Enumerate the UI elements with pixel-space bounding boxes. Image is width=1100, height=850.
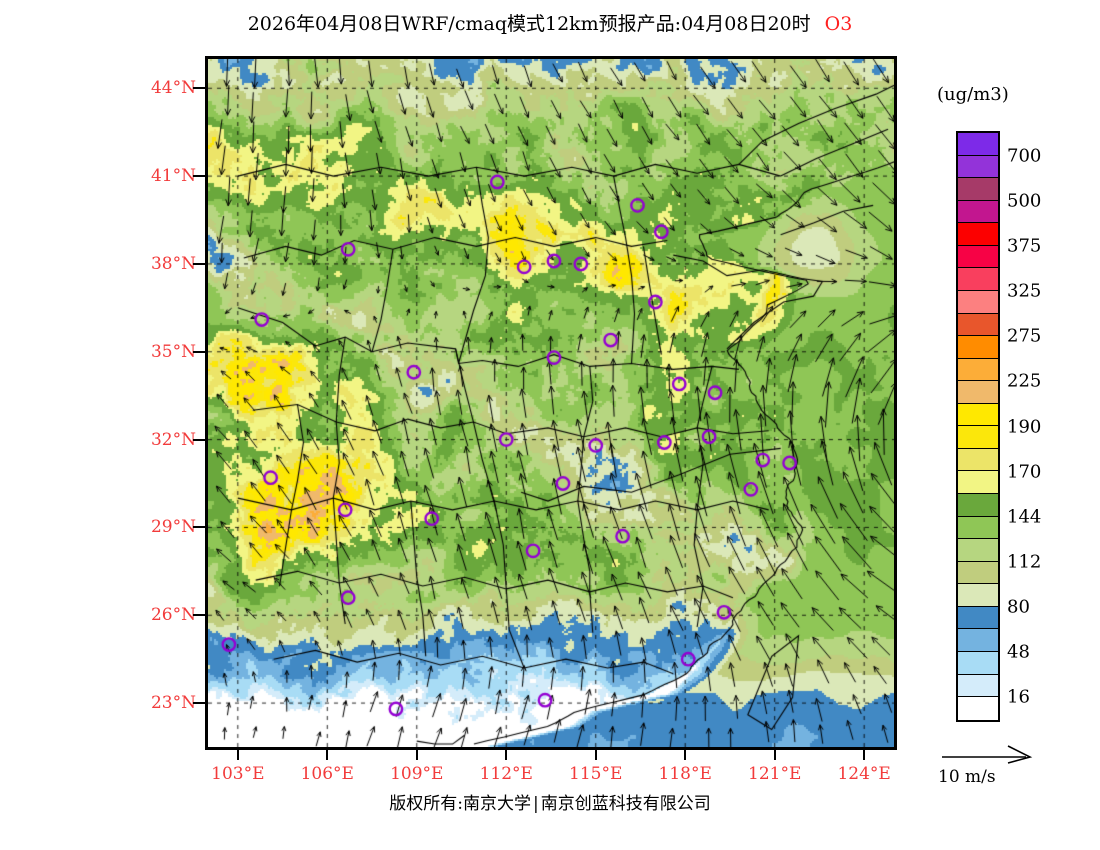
- footer-separator: |: [533, 794, 539, 814]
- lat-axis-tick: [193, 350, 205, 353]
- map-raster-field: [208, 59, 894, 747]
- colorbar-band: [958, 448, 998, 472]
- lat-axis-label: 32°N: [150, 429, 196, 450]
- lat-axis-label: 26°N: [150, 605, 196, 626]
- lat-axis-tick: [193, 438, 205, 441]
- lat-axis-label: 23°N: [150, 693, 196, 714]
- lat-axis-label: 38°N: [150, 253, 196, 274]
- colorbar-tick-label: 375: [1007, 235, 1042, 257]
- colorbar-band: [958, 606, 998, 630]
- lat-axis-tick: [193, 526, 205, 529]
- colorbar-tick-label: 112: [1007, 551, 1042, 573]
- lon-axis-tick: [505, 750, 508, 760]
- colorbar-tick-label: 144: [1007, 506, 1042, 528]
- wind-scale-reference: 10 m/s: [938, 744, 1068, 787]
- colorbar-band: [958, 358, 998, 382]
- lon-axis-tick: [415, 750, 418, 760]
- lat-axis-label: 35°N: [150, 341, 196, 362]
- lon-axis-label: 109°E: [390, 764, 444, 784]
- footer-company: 南京创蓝科技有限公司: [540, 794, 711, 814]
- colorbar-band: [958, 133, 998, 156]
- colorbar-band: [958, 178, 998, 201]
- footer-owner: 版权所有:南京大学: [389, 794, 531, 814]
- colorbar-tick-label: 700: [1007, 145, 1042, 167]
- colorbar-band: [958, 381, 998, 404]
- footer-copyright: 版权所有:南京大学 | 南京创蓝科技有限公司: [0, 789, 1100, 814]
- lat-axis-tick: [193, 702, 205, 705]
- colorbar-band: [958, 629, 998, 652]
- lat-axis-label: 29°N: [150, 517, 196, 538]
- colorbar-band: [958, 651, 998, 675]
- colorbar-tick-label: 325: [1007, 280, 1042, 302]
- lon-axis-tick: [594, 750, 597, 760]
- forecast-map[interactable]: [205, 56, 897, 750]
- lon-axis-label: 106°E: [300, 764, 354, 784]
- colorbar-band: [958, 426, 998, 449]
- wind-arrow-icon: [942, 745, 1033, 764]
- lon-axis-label: 121°E: [748, 764, 802, 784]
- wind-scale-label: 10 m/s: [938, 767, 996, 787]
- colorbar-band: [958, 403, 998, 427]
- colorbar-band: [958, 539, 998, 562]
- colorbar-band: [958, 245, 998, 269]
- lat-axis-tick: [193, 262, 205, 265]
- colorbar-band: [958, 200, 998, 224]
- lon-axis-tick: [326, 750, 329, 760]
- colorbar-tick-label: 170: [1007, 461, 1042, 483]
- colorbar-band: [958, 268, 998, 291]
- lon-axis-tick: [773, 750, 776, 760]
- lat-axis-label: 44°N: [150, 78, 196, 99]
- colorbar-band: [958, 290, 998, 314]
- lon-axis-tick: [236, 750, 239, 760]
- colorbar-band: [958, 471, 998, 494]
- colorbar-band: [958, 223, 998, 246]
- lat-axis-tick: [193, 175, 205, 178]
- colorbar-band: [958, 336, 998, 359]
- lon-axis-label: 118°E: [658, 764, 712, 784]
- colorbar-band: [958, 697, 998, 720]
- colorbar-band: [958, 516, 998, 540]
- colorbar-band: [958, 155, 998, 179]
- lon-axis-tick: [863, 750, 866, 760]
- colorbar-band: [958, 494, 998, 517]
- colorbar-tick-label: 48: [1007, 641, 1030, 663]
- colorbar-tick-label: 500: [1007, 190, 1042, 212]
- colorbar: [956, 131, 1000, 722]
- page-title: 2026年04月08日WRF/cmaq模式12km预报产品:04月08日20时 O…: [0, 9, 1100, 36]
- lon-axis-tick: [684, 750, 687, 760]
- colorbar-band: [958, 561, 998, 585]
- colorbar-tick-label: 190: [1007, 416, 1042, 437]
- colorbar-band: [958, 674, 998, 698]
- colorbar-tick-label: 16: [1007, 686, 1030, 708]
- lat-axis-tick: [193, 614, 205, 617]
- lon-axis-label: 115°E: [569, 764, 623, 784]
- lat-axis-label: 41°N: [150, 166, 196, 187]
- lon-axis-label: 103°E: [211, 764, 265, 784]
- title-text: 2026年04月08日WRF/cmaq模式12km预报产品:04月08日20时: [247, 13, 811, 35]
- colorbar-unit-label: (ug/m3): [937, 84, 1009, 105]
- lat-axis-tick: [193, 87, 205, 90]
- colorbar-tick-label: 225: [1007, 370, 1042, 392]
- title-species-label: O3: [824, 13, 853, 35]
- colorbar-band: [958, 313, 998, 337]
- colorbar-tick-label: 275: [1007, 325, 1042, 347]
- colorbar-tick-label: 80: [1007, 596, 1030, 618]
- lon-axis-label: 124°E: [837, 764, 891, 784]
- colorbar-band: [958, 584, 998, 607]
- lon-axis-label: 112°E: [479, 764, 533, 784]
